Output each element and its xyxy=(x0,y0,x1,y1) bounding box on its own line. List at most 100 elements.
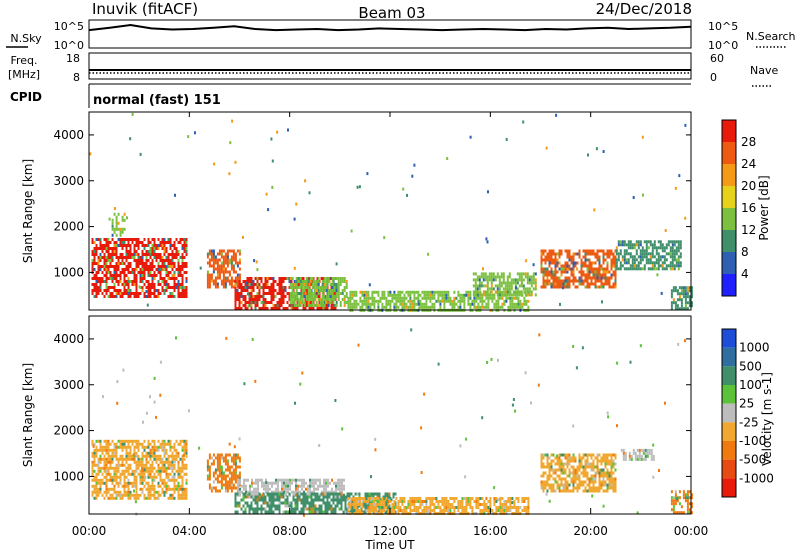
echo-cell xyxy=(676,304,679,308)
echo-cell xyxy=(546,453,549,457)
echo-cell xyxy=(623,267,626,271)
echo-cell xyxy=(469,135,472,139)
echo-cell xyxy=(248,298,251,301)
echo-cell xyxy=(566,486,569,490)
echo-cell xyxy=(95,247,98,250)
echo-cell xyxy=(457,305,460,309)
echo-cell xyxy=(161,238,164,241)
echo-cell xyxy=(552,486,555,490)
echo-cell xyxy=(548,471,551,475)
echo-cell xyxy=(588,285,591,289)
echo-cell xyxy=(302,492,305,496)
echo-cell xyxy=(657,267,660,271)
echo-cell xyxy=(181,460,184,464)
noise-left-tick-top: 10^5 xyxy=(54,20,84,33)
echo-cell xyxy=(600,471,603,475)
y-tick-label: 2000 xyxy=(53,220,84,234)
echo-cell xyxy=(663,261,666,265)
echo-cell xyxy=(234,160,237,164)
echo-cell xyxy=(163,289,166,292)
echo-cell xyxy=(286,495,289,499)
echo-cell xyxy=(103,295,106,298)
echo-cell xyxy=(608,249,611,253)
echo-cell xyxy=(234,258,237,262)
echo-cell xyxy=(484,284,487,288)
echo-cell xyxy=(425,296,428,300)
echo-cell xyxy=(139,292,142,295)
echo-cell xyxy=(103,448,106,452)
echo-cell xyxy=(153,277,156,280)
echo-cell xyxy=(183,493,186,497)
echo-cell xyxy=(677,267,680,271)
echo-cell xyxy=(548,249,551,253)
echo-cell xyxy=(641,249,644,253)
echo-cell xyxy=(515,286,517,290)
echo-cell xyxy=(119,463,122,467)
echo-cell xyxy=(105,277,108,280)
echo-cell xyxy=(291,295,294,298)
echo-cell xyxy=(665,246,668,250)
echo-cell xyxy=(123,271,126,274)
echo-cell xyxy=(101,466,104,470)
echo-cell xyxy=(516,278,519,282)
echo-cell xyxy=(596,453,599,457)
echo-cell xyxy=(325,295,328,298)
echo-cell xyxy=(368,283,371,287)
echo-cell xyxy=(594,285,597,289)
echo-cell xyxy=(133,475,136,479)
echo-cell xyxy=(385,299,388,303)
echo-cell xyxy=(562,453,565,457)
echo-cell xyxy=(153,289,156,292)
echo-cell xyxy=(614,249,617,253)
echo-cell xyxy=(513,506,516,509)
echo-cell xyxy=(568,276,571,280)
echo-cell xyxy=(163,439,166,443)
echo-cell xyxy=(266,504,269,508)
echo-cell xyxy=(351,296,354,300)
echo-cell xyxy=(548,483,551,487)
echo-cell xyxy=(326,492,329,496)
colorbar-swatch xyxy=(722,120,736,142)
echo-cell xyxy=(238,465,241,469)
echo-cell xyxy=(141,469,144,473)
echo-cell xyxy=(101,448,104,452)
echo-cell xyxy=(105,268,108,271)
echo-cell xyxy=(294,510,297,514)
echo-cell xyxy=(335,301,338,304)
echo-cell xyxy=(115,227,118,231)
echo-cell xyxy=(574,486,577,490)
echo-cell xyxy=(482,275,485,279)
echo-cell xyxy=(306,304,309,307)
echo-cell xyxy=(473,302,476,306)
echo-cell xyxy=(145,451,148,455)
echo-cell xyxy=(101,244,104,247)
echo-cell xyxy=(349,506,352,509)
echo-cell xyxy=(369,296,372,300)
echo-cell xyxy=(501,290,504,294)
echo-cell xyxy=(179,496,182,500)
echo-cell xyxy=(307,487,309,491)
echo-cell xyxy=(566,462,569,466)
echo-cell xyxy=(185,481,188,485)
echo-cell xyxy=(179,484,182,488)
echo-cell xyxy=(615,267,618,271)
echo-cell xyxy=(272,304,275,307)
echo-cell xyxy=(358,185,361,189)
echo-cell xyxy=(514,284,517,288)
echo-cell xyxy=(121,472,124,476)
echo-cell xyxy=(496,275,499,279)
echo-cell xyxy=(558,279,561,283)
echo-cell xyxy=(93,496,96,500)
echo-cell xyxy=(540,252,543,256)
echo-cell xyxy=(371,290,374,294)
echo-cell xyxy=(318,301,321,304)
echo-cell xyxy=(564,480,567,484)
echo-cell xyxy=(317,280,320,283)
echo-cell xyxy=(560,459,563,463)
echo-cell xyxy=(447,299,450,303)
echo-cell xyxy=(486,287,489,291)
echo-cell xyxy=(433,497,436,500)
echo-cell xyxy=(135,478,138,482)
echo-cell xyxy=(392,492,395,496)
echo-cell xyxy=(349,296,352,300)
